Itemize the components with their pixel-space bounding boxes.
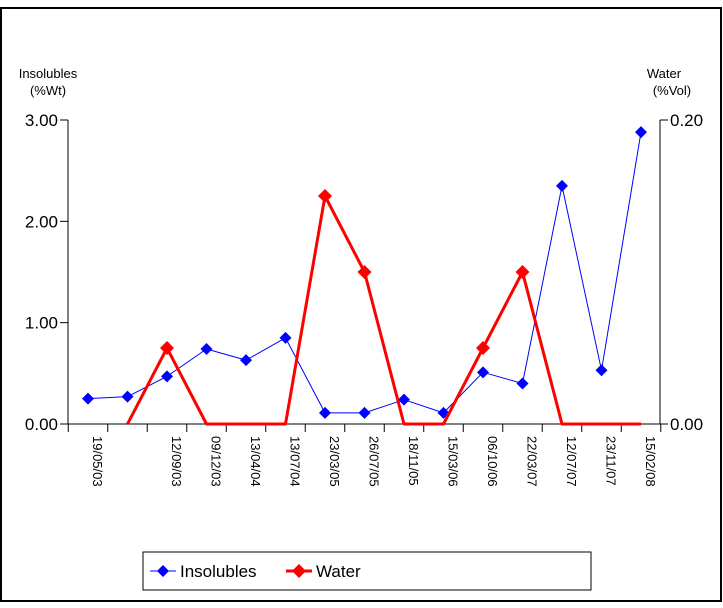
x-tick-label: 23/03/05	[327, 436, 342, 487]
water-point	[160, 341, 174, 355]
insolubles-point	[200, 343, 213, 356]
insolubles-point	[121, 390, 134, 403]
x-tick-label: 18/11/05	[406, 436, 421, 486]
left-tick-label: 3.00	[25, 111, 58, 130]
insolubles-point	[279, 331, 292, 344]
right-tick-label: 0.00	[670, 415, 703, 434]
water-point	[515, 265, 530, 279]
insolubles-point	[398, 393, 410, 406]
right-tick-label: 0.20	[670, 111, 703, 130]
x-tick-label: 15/03/06	[446, 436, 461, 487]
insolubles-point	[358, 406, 371, 419]
insolubles-point	[595, 364, 608, 377]
left-tick-label: 1.00	[25, 314, 58, 333]
water-point	[476, 341, 490, 355]
insolubles-point	[240, 354, 252, 367]
chart-border	[0, 7, 722, 602]
insolubles-point	[635, 126, 647, 139]
legend-water-marker	[292, 564, 306, 578]
x-tick-label: 12/09/03	[169, 436, 184, 487]
x-tick-label: 09/12/03	[209, 436, 224, 487]
insolubles-point	[319, 406, 331, 419]
insolubles-point	[477, 366, 489, 379]
x-axis-ticks: 19/05/03 12/09/03 09/12/03 13/04/04 13/07/04…	[67, 424, 662, 487]
legend-insolubles-label: Insolubles	[180, 562, 257, 581]
series-water	[126, 189, 641, 426]
x-tick-label: 13/07/04	[288, 436, 303, 487]
x-tick-label: 23/11/07	[604, 436, 619, 486]
insolubles-point	[82, 392, 94, 405]
left-tick-label: 0.00	[25, 415, 58, 434]
legend-insolubles-marker	[157, 565, 169, 577]
right-axis-ticks: 0.00 0.20	[660, 111, 703, 434]
right-axis-title-line1: Water	[647, 66, 682, 81]
insolubles-point	[161, 370, 173, 383]
left-axis-title-line1: Insolubles	[19, 66, 78, 81]
right-axis-title-line2: (%Vol)	[653, 83, 691, 98]
x-tick-label: 12/07/07	[564, 436, 579, 487]
series-layer	[82, 126, 647, 426]
legend-water-label: Water	[316, 562, 361, 581]
insolubles-point	[516, 377, 529, 390]
water-line	[126, 194, 641, 426]
water-point	[357, 265, 372, 279]
left-tick-label: 2.00	[25, 212, 58, 231]
left-axis-title-line2: (%Wt)	[30, 83, 66, 98]
x-tick-label: 13/04/04	[248, 436, 263, 487]
legend-box	[142, 551, 592, 591]
left-axis-ticks: 0.00 1.00 2.00 3.00	[25, 111, 68, 434]
x-tick-label: 06/10/06	[485, 436, 500, 487]
x-tick-label: 15/02/08	[643, 436, 658, 487]
x-tick-label: 22/03/07	[525, 436, 540, 487]
insolubles-point	[556, 179, 568, 192]
series-insolubles	[82, 126, 647, 419]
x-tick-label: 26/07/05	[367, 436, 382, 487]
legend: Insolubles Water	[142, 551, 592, 591]
x-tick-label: 19/05/03	[90, 436, 105, 487]
water-point	[318, 189, 332, 203]
